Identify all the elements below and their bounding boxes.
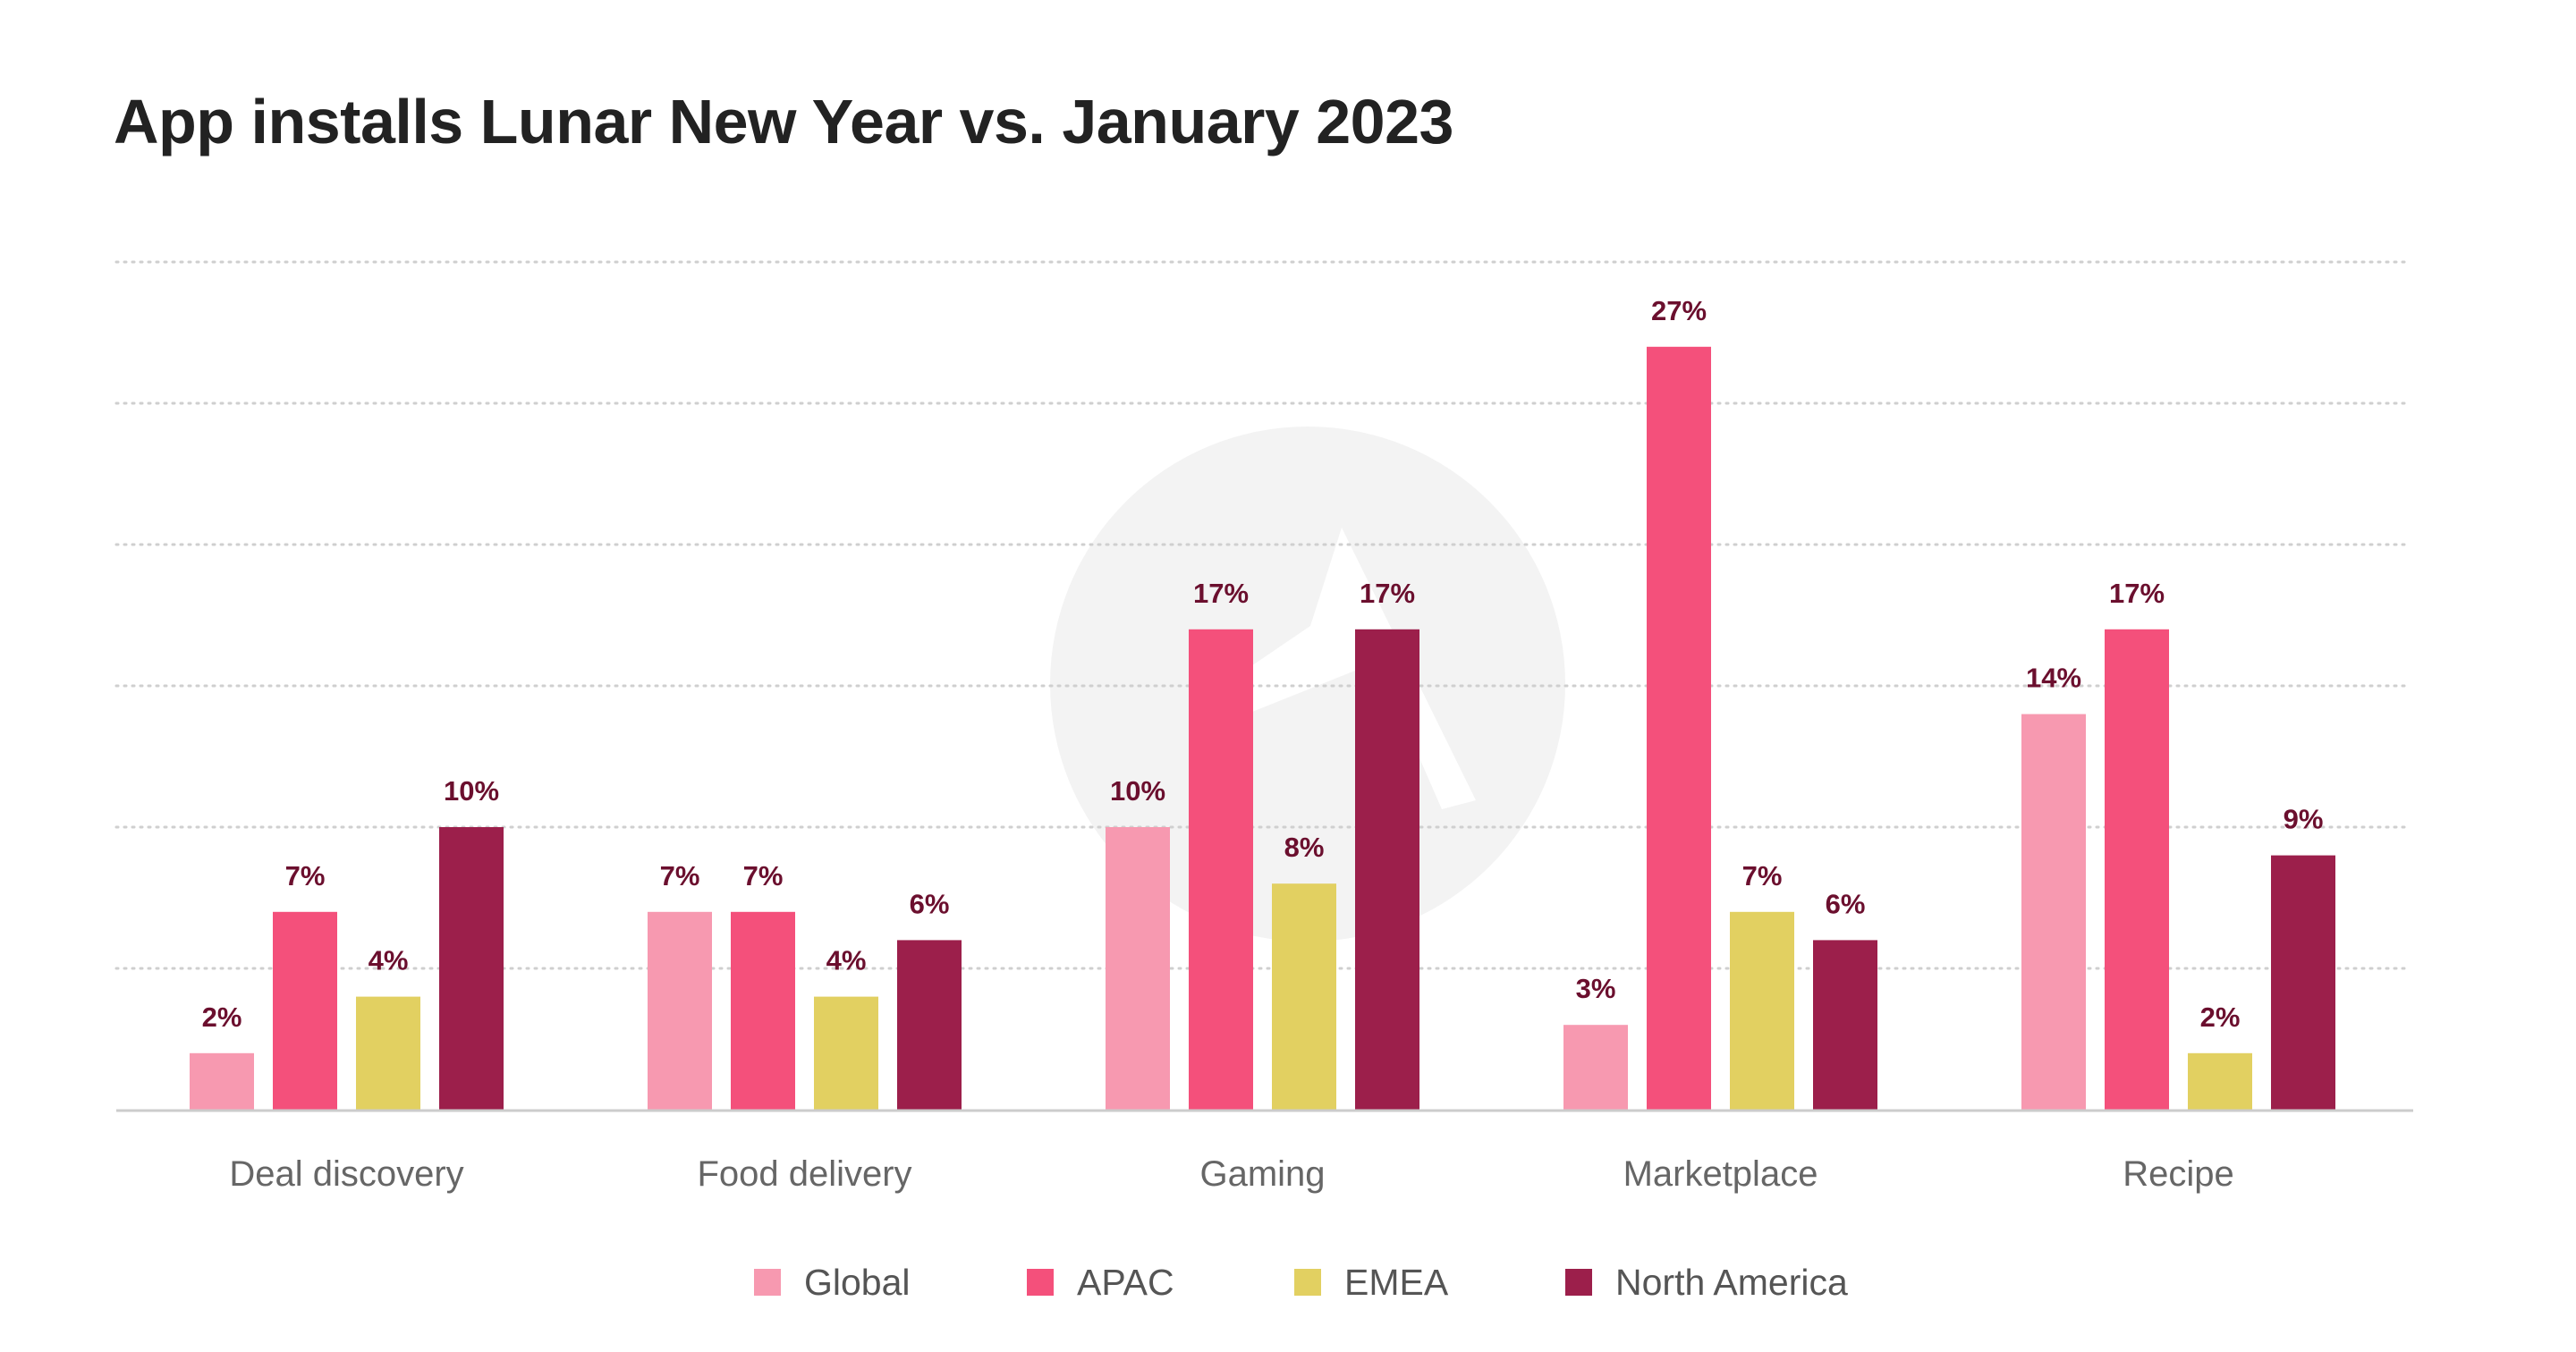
bar-north-america [2271,855,2335,1110]
legend-label: Global [804,1261,911,1303]
data-label: 7% [1742,860,1783,891]
data-label: 17% [1360,578,1415,609]
legend-item-emea: EMEA [1294,1255,1448,1309]
data-label: 27% [1651,295,1707,326]
bar-apac [1189,629,1253,1110]
data-label: 6% [910,888,950,919]
data-label: 4% [826,945,867,976]
legend-swatch [1294,1269,1321,1296]
category-label: Gaming [1199,1154,1325,1194]
category-labels: Deal discovery Food delivery Gaming Marketp… [229,1154,2233,1194]
bar-emea [356,996,420,1110]
data-label: 17% [1193,578,1249,609]
bar-global [2021,714,2086,1110]
bar-emea [814,996,878,1110]
category-label: Marketplace [1623,1154,1818,1194]
legend-item-apac: APAC [1027,1255,1174,1309]
data-label: 10% [444,775,499,807]
legend-label: North America [1615,1261,1848,1303]
data-label: 2% [202,1001,242,1033]
legend: Global APAC EMEA North America [0,1255,2576,1309]
chart-title: App installs Lunar New Year vs. January … [114,87,1453,156]
legend-item-north-america: North America [1565,1255,1848,1309]
data-label: 10% [1110,775,1165,807]
data-label: 17% [2109,578,2165,609]
bar-apac [1647,346,1711,1110]
bar-emea [1272,883,1336,1110]
bar-apac [731,911,795,1110]
bar-global [648,911,712,1110]
legend-swatch [1027,1269,1054,1296]
bar-emea [2188,1052,2252,1110]
data-label: 7% [660,860,700,891]
data-label: 7% [743,860,784,891]
data-label: 6% [1826,888,1866,919]
bar-north-america [439,827,504,1110]
data-label: 8% [1284,832,1325,863]
bar-global [1563,1025,1628,1110]
category-label: Recipe [2123,1154,2234,1194]
legend-item-global: Global [754,1255,911,1309]
legend-swatch [1565,1269,1592,1296]
bar-global [1106,827,1170,1110]
category-label: Food delivery [697,1154,911,1194]
data-label: 3% [1576,973,1616,1004]
data-label: 9% [2284,804,2324,835]
bar-north-america [897,940,962,1110]
data-label: 14% [2026,663,2081,694]
data-label: 2% [2200,1001,2241,1033]
data-label: 7% [285,860,326,891]
legend-label: EMEA [1344,1261,1449,1303]
bar-apac [2105,629,2169,1110]
bar-north-america [1355,629,1419,1110]
data-labels: 2% 7% 4% 10% 7% 7% 4% 6% 10% 17% 8% 17% 3% 27% 7% 6% 14%… [202,295,2324,1033]
legend-swatch [754,1269,781,1296]
bar-global [190,1052,254,1110]
bar-apac [273,911,337,1110]
data-label: 4% [369,945,409,976]
legend-label: APAC [1077,1261,1174,1303]
bar-north-america [1813,940,1877,1110]
bar-emea [1730,911,1794,1110]
category-label: Deal discovery [229,1154,463,1194]
bars [190,346,2335,1110]
